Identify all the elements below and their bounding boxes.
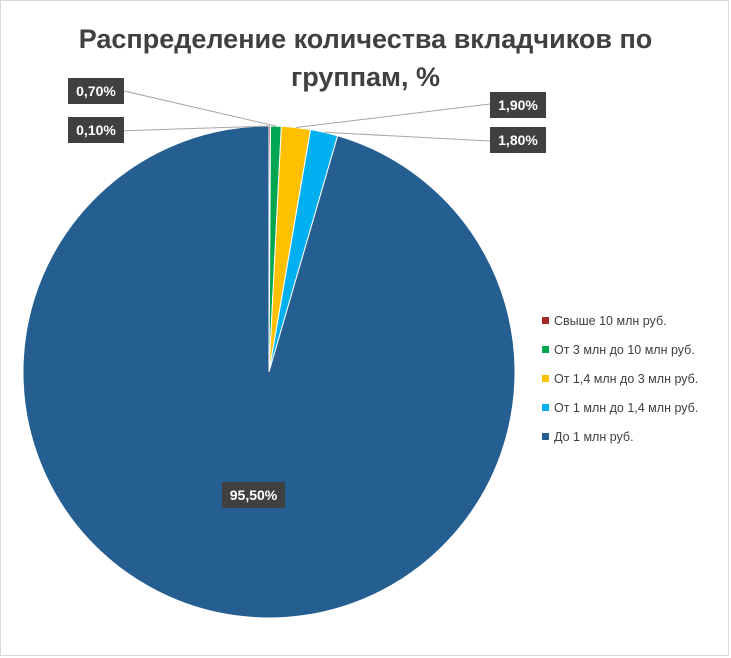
data-label-text: 1,80% (498, 132, 538, 148)
data-label-text: 1,90% (498, 97, 538, 113)
data-label-text: 0,70% (76, 83, 116, 99)
legend-swatch (542, 375, 549, 382)
legend-label: Свыше 10 млн руб. (554, 313, 667, 328)
label-leader-lines (115, 90, 491, 142)
data-label-3m-10m: 0,70% (68, 78, 124, 104)
legend-label: От 1,4 млн до 3 млн руб. (554, 371, 699, 386)
leader-line-1-4m-3m (295, 103, 491, 128)
legend-swatch (542, 433, 549, 440)
pie-slices (22, 125, 516, 619)
legend-item-1m-1-4m: От 1 млн до 1,4 млн руб. (542, 393, 727, 422)
pie-slice-under-1m (22, 125, 516, 619)
leader-line-1m-1-4m (324, 131, 491, 142)
data-label-text: 0,10% (76, 122, 116, 138)
legend-item-over-10m: Свыше 10 млн руб. (542, 306, 727, 335)
legend-swatch (542, 346, 549, 353)
data-label-box (222, 482, 285, 508)
data-label-box (68, 78, 124, 104)
data-label-1-4m-3m: 1,90% (490, 92, 546, 118)
data-label-under-1m: 95,50% (222, 482, 285, 508)
legend: Свыше 10 млн руб. От 3 млн до 10 млн руб.… (542, 306, 727, 451)
chart-title: Распределение количества вкладчиков по г… (78, 24, 653, 92)
data-label-over-10m: 0,10% (68, 117, 124, 143)
legend-swatch (542, 404, 549, 411)
data-label-text: 95,50% (230, 487, 278, 503)
data-label-box (68, 117, 124, 143)
data-label-1m-1-4m: 1,80% (490, 127, 546, 153)
legend-label: От 3 млн до 10 млн руб. (554, 342, 695, 357)
legend-label: От 1 млн до 1,4 млн руб. (554, 400, 699, 415)
legend-item-3m-10m: От 3 млн до 10 млн руб. (542, 335, 727, 364)
data-label-box (490, 92, 546, 118)
leader-line-over-10m (115, 125, 270, 132)
legend-label: До 1 млн руб. (554, 429, 634, 444)
legend-swatch (542, 317, 549, 324)
legend-item-1-4m-3m: От 1,4 млн до 3 млн руб. (542, 364, 727, 393)
data-label-box (490, 127, 546, 153)
leader-line-3m-10m (123, 90, 277, 127)
data-labels: 0,10% 0,70% 1,90% 1,80% 95,50% (68, 78, 546, 508)
legend-item-under-1m: До 1 млн руб. (542, 422, 727, 451)
